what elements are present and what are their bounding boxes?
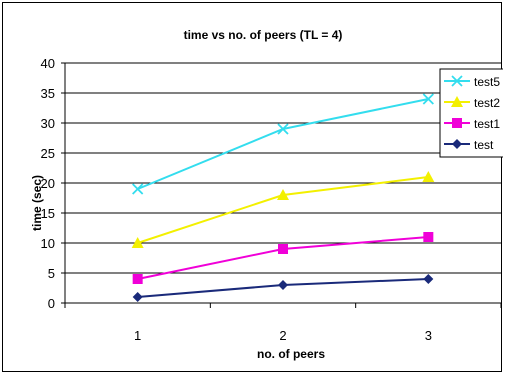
legend-label-test5: test5 [474, 75, 500, 89]
point-test5-2-stroke-b [277, 123, 289, 135]
y-tick-label-35: 35 [41, 86, 55, 101]
x-tick-label-1: 1 [134, 328, 141, 343]
x-axis-label: no. of peers [257, 347, 325, 361]
point-test1-3 [423, 232, 434, 242]
chart-area: time vs no. of peers (TL = 4) 0 5 10 15 20 25… [2, 2, 503, 372]
point-test-3 [423, 274, 434, 284]
legend-label-test2: test2 [474, 96, 500, 110]
x-tick-label-3: 3 [425, 328, 432, 343]
series-group [131, 93, 435, 302]
grid-lines [64, 62, 501, 304]
point-test-1 [132, 292, 143, 302]
line-chart: time vs no. of peers (TL = 4) 0 5 10 15 20 25… [30, 28, 503, 361]
legend-marker-test [452, 139, 462, 149]
y-tick-label-25: 25 [41, 146, 55, 161]
y-tick-label-5: 5 [48, 266, 55, 281]
point-test2-3 [422, 171, 435, 182]
y-tick-label-15: 15 [41, 206, 55, 221]
legend-marker-test1 [452, 118, 462, 128]
y-tick-label-10: 10 [41, 236, 55, 251]
x-tick-label-2: 2 [279, 328, 286, 343]
point-test1-1 [132, 274, 143, 284]
point-test5-1-stroke-b [132, 183, 144, 195]
point-test5-1 [132, 183, 144, 195]
legend-marker-test5 [451, 75, 463, 87]
y-axis-ticks: 0 5 10 15 20 25 30 35 40 [41, 56, 65, 311]
point-test5-2 [277, 123, 289, 135]
legend-box [439, 68, 503, 158]
y-tick-label-30: 30 [41, 116, 55, 131]
legend-marker-test5-stroke-b [451, 75, 463, 87]
y-tick-label-40: 40 [41, 56, 55, 71]
point-test-2 [278, 280, 288, 290]
y-tick-label-20: 20 [41, 176, 55, 191]
legend-marker-test2 [451, 96, 463, 107]
legend: test5 test2 test1 test [439, 68, 503, 158]
chart-title: time vs no. of peers (TL = 4) [184, 28, 343, 42]
series-line-test5 [137, 98, 429, 190]
legend-label-test: test [474, 138, 494, 152]
point-test2-1 [131, 237, 144, 248]
y-tick-label-0: 0 [48, 296, 55, 311]
legend-label-test1: test1 [474, 117, 500, 131]
point-test5-3-stroke-b [422, 93, 434, 105]
series-line-test2 [137, 176, 429, 244]
point-test5-3 [422, 93, 434, 105]
point-test2-2 [277, 189, 289, 200]
y-axis-label: time (sec) [30, 175, 44, 231]
point-test1-2 [278, 244, 288, 254]
x-axis-ticks: 1 2 3 [64, 303, 502, 343]
